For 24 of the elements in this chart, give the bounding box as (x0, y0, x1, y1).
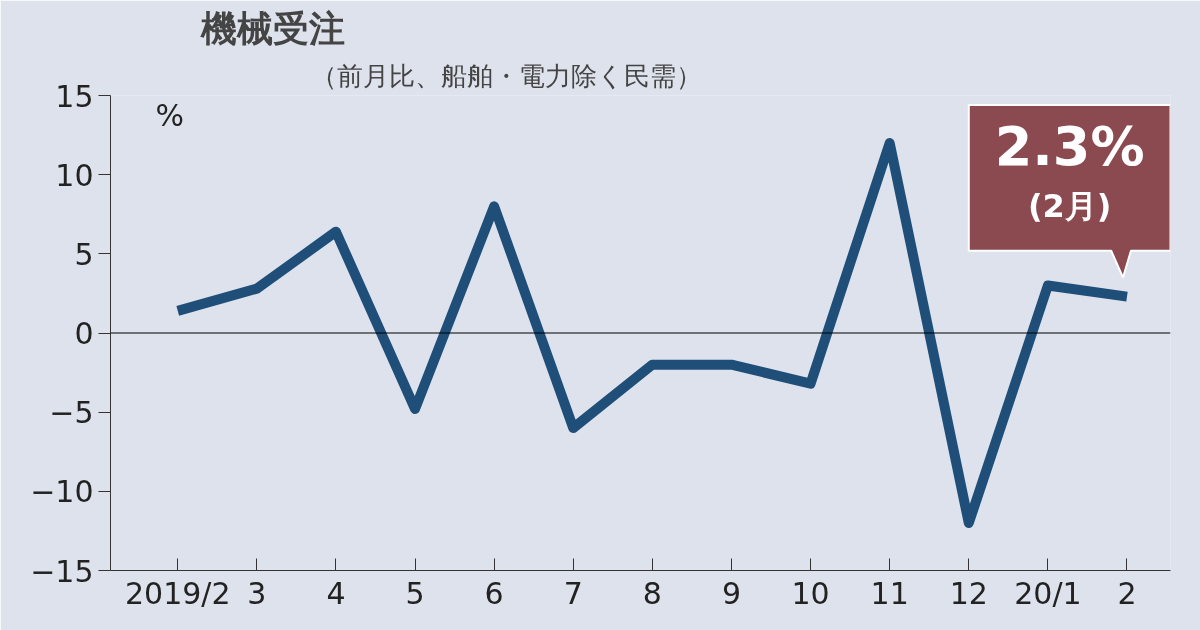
x-tick-label: 2 (1117, 575, 1137, 611)
y-tick-label: 10 (55, 157, 94, 193)
x-tick-label: 9 (721, 575, 742, 611)
y-tick-label: −15 (30, 553, 94, 589)
x-tick-label: 20/1 (1014, 575, 1082, 611)
chart-title: 機械受注 (199, 7, 345, 49)
y-tick-label: −10 (30, 474, 94, 510)
x-tick-label: 7 (563, 575, 583, 611)
y-axis-title: % (155, 97, 185, 133)
y-tick-label: 0 (74, 316, 94, 351)
y-tick-label: 5 (74, 236, 94, 272)
y-tick-label: −5 (49, 395, 94, 431)
x-tick-label: 11 (870, 575, 909, 611)
x-tick-label: 5 (405, 575, 425, 611)
y-tick-label: 15 (55, 78, 94, 114)
chart-subtitle: （前月比、船舶・電力除く民需） (310, 60, 702, 91)
annotation: 2.3% (2月) (994, 114, 1145, 226)
x-tick-label: 4 (326, 575, 346, 611)
x-tick-label: 8 (642, 575, 662, 611)
x-tick-label: 3 (247, 575, 267, 611)
x-tick-label: 12 (949, 575, 988, 611)
x-tick-label: 10 (791, 575, 830, 611)
x-tick-label: 6 (484, 575, 504, 611)
x-tick-label: 2019/2 (124, 575, 231, 611)
